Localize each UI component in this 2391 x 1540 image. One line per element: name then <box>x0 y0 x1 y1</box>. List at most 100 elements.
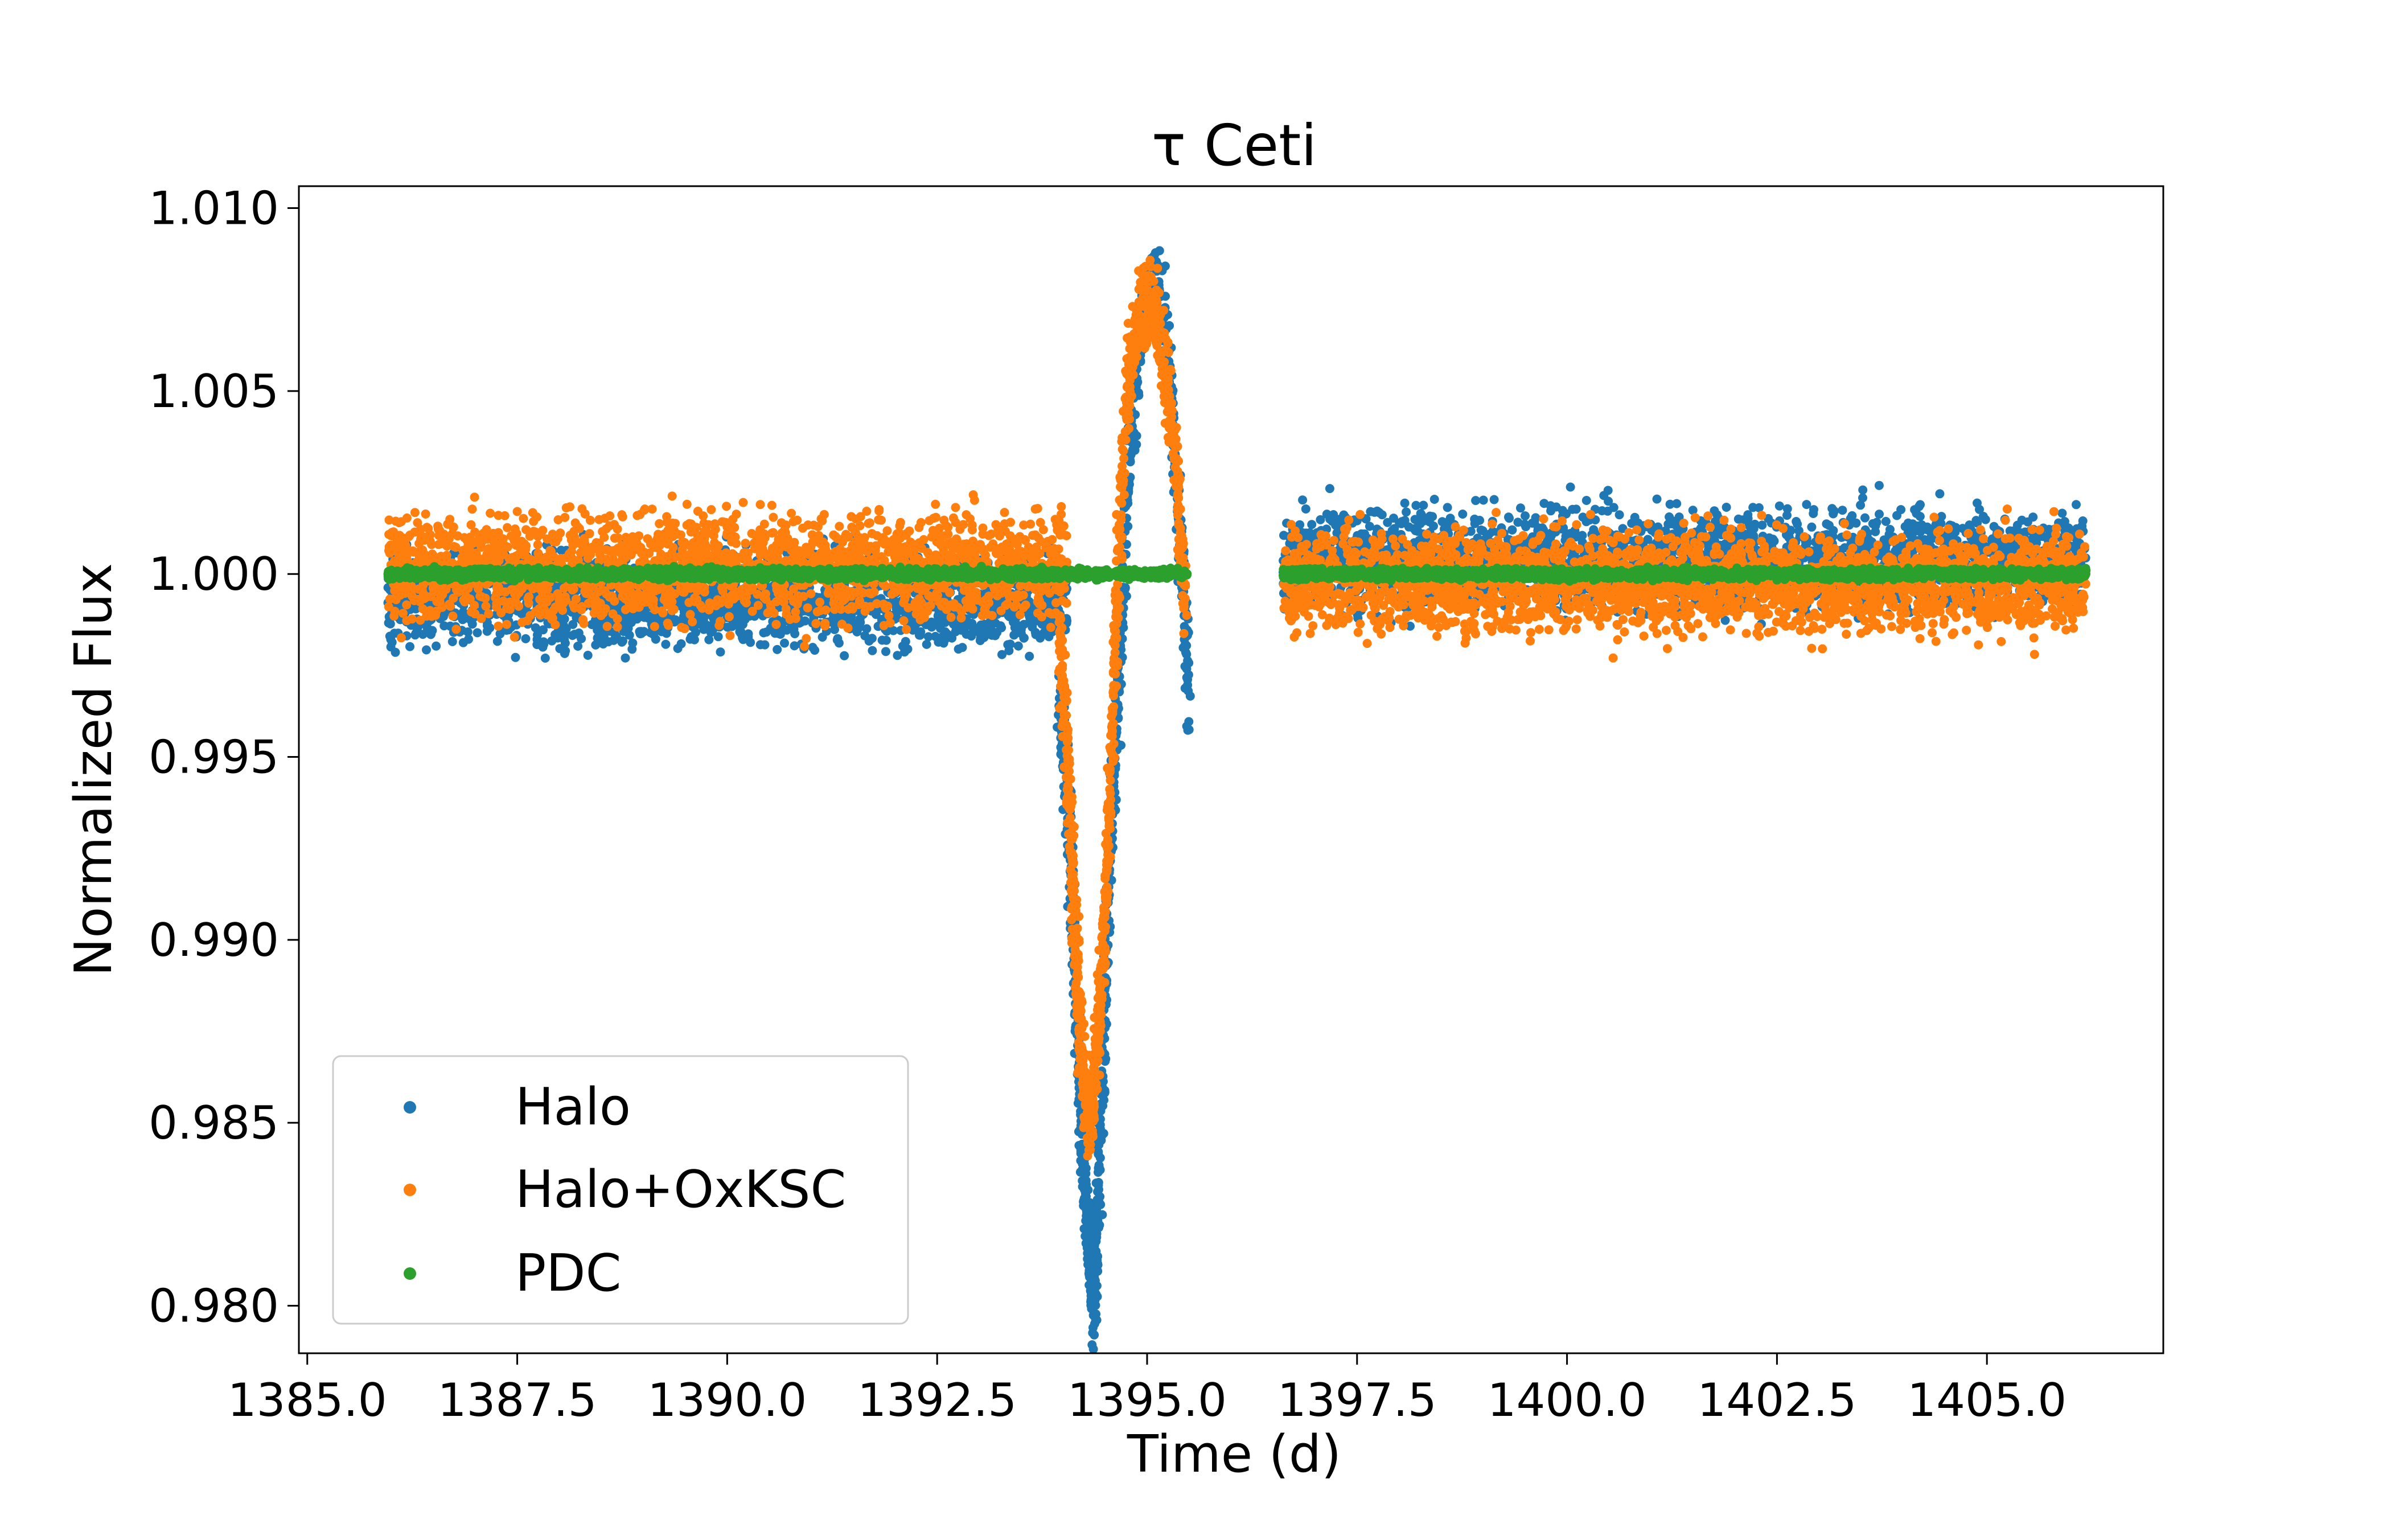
data-point <box>1652 494 1662 504</box>
data-point <box>1013 641 1023 651</box>
data-point <box>790 641 799 651</box>
data-point <box>428 626 437 635</box>
data-point <box>439 621 449 631</box>
data-point <box>1305 528 1314 537</box>
data-point <box>1402 507 1411 517</box>
data-point <box>1812 544 1822 554</box>
data-point <box>868 646 877 655</box>
data-point <box>1530 517 1539 527</box>
data-point <box>391 647 400 657</box>
data-point <box>560 635 569 644</box>
data-points-layer <box>383 246 2091 1353</box>
data-point <box>1825 520 1834 530</box>
data-point <box>1809 505 1818 515</box>
data-point <box>661 639 671 649</box>
chart-title: τ Ceti <box>1152 112 1317 179</box>
data-point <box>1325 484 1334 494</box>
data-point <box>511 652 520 662</box>
data-point <box>611 634 621 644</box>
data-point <box>1429 521 1438 531</box>
data-point <box>459 613 469 623</box>
data-point <box>1507 525 1517 535</box>
data-point <box>410 630 420 640</box>
data-point <box>1904 518 1913 528</box>
data-point <box>1279 531 1288 540</box>
data-point <box>864 636 874 646</box>
data-point <box>1476 525 1486 535</box>
data-point <box>840 651 849 660</box>
data-point <box>621 653 630 663</box>
data-point <box>1851 518 1861 528</box>
data-point <box>830 625 839 634</box>
data-point <box>473 628 482 638</box>
data-point <box>893 651 902 660</box>
data-point <box>1603 486 1613 495</box>
data-point <box>540 654 550 663</box>
data-point <box>1365 521 1374 531</box>
data-point <box>951 627 960 636</box>
data-point <box>991 631 1000 640</box>
data-point <box>1025 651 1034 661</box>
data-point <box>531 623 540 633</box>
data-point <box>2017 515 2027 525</box>
data-point <box>829 613 838 623</box>
data-point <box>1505 514 1514 523</box>
data-point <box>1081 1164 1091 1173</box>
data-point <box>1516 503 1525 513</box>
data-point <box>1881 516 1891 526</box>
data-point <box>1581 496 1591 505</box>
data-point <box>2077 521 2087 531</box>
data-point <box>1589 525 1599 535</box>
data-point <box>734 612 743 622</box>
data-point <box>405 642 414 651</box>
data-point <box>1614 510 1624 520</box>
data-point <box>1325 514 1335 524</box>
data-point <box>901 636 910 646</box>
data-point <box>716 647 725 657</box>
data-point <box>1609 503 1618 512</box>
data-point <box>1568 504 1577 514</box>
data-point <box>1471 496 1481 506</box>
data-point <box>1672 499 1682 508</box>
data-point <box>932 617 942 626</box>
data-point <box>881 635 891 645</box>
data-point <box>691 627 700 637</box>
data-point <box>1774 501 1784 511</box>
data-point <box>1546 506 1556 516</box>
data-point <box>2057 508 2067 518</box>
data-point <box>939 638 948 648</box>
data-point <box>832 635 842 645</box>
data-point <box>1743 510 1753 520</box>
data-point <box>1429 495 1439 504</box>
data-point <box>1856 500 1866 510</box>
data-point <box>722 622 732 632</box>
data-point <box>1298 495 1308 505</box>
data-point <box>568 619 578 629</box>
data-point <box>1922 522 1932 532</box>
data-point <box>699 625 709 634</box>
data-point <box>1301 504 1310 514</box>
data-point <box>780 638 789 648</box>
data-point <box>1397 517 1407 527</box>
data-point <box>1083 1185 1093 1195</box>
data-point <box>1864 535 1874 545</box>
data-point <box>464 634 473 644</box>
data-point <box>1521 511 1530 521</box>
data-point <box>1521 522 1531 532</box>
data-point <box>1915 502 1924 511</box>
data-point <box>521 634 531 643</box>
data-point <box>1566 482 1575 492</box>
data-point <box>422 645 431 655</box>
data-point <box>855 614 865 623</box>
data-point <box>1858 485 1868 495</box>
data-point <box>2072 540 2081 550</box>
data-point <box>964 621 974 630</box>
data-point <box>1868 519 1878 528</box>
data-point <box>1829 509 1838 519</box>
data-point <box>1005 639 1015 649</box>
data-point <box>635 627 644 636</box>
data-point <box>1360 529 1369 539</box>
data-point <box>432 641 441 651</box>
data-point <box>790 629 800 639</box>
